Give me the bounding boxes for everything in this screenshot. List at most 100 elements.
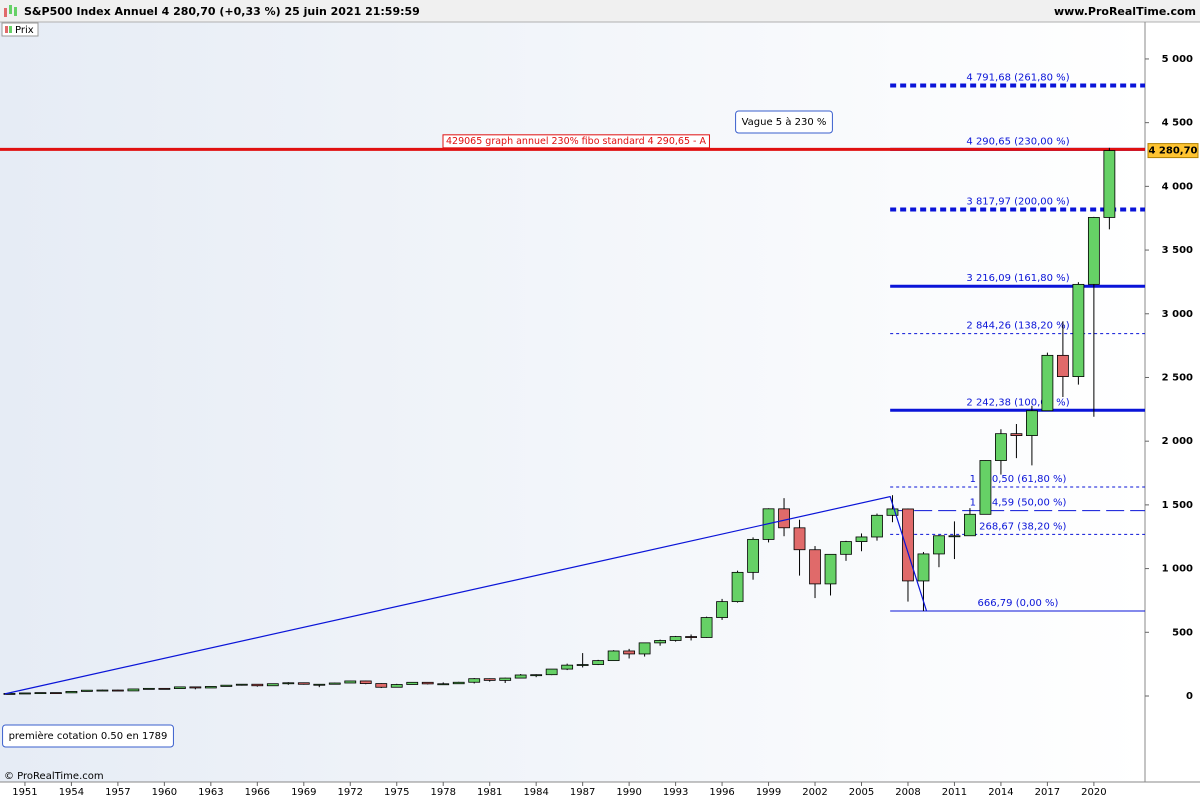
candle-body (50, 692, 62, 695)
y-tick-label: 0 (1186, 691, 1193, 702)
header-bar (0, 0, 1200, 22)
fib-label: 3 817,97 (200,00 %) (966, 197, 1069, 208)
x-tick-label: 2008 (895, 787, 920, 798)
chart-title: S&P500 Index Annuel 4 280,70 (+0,33 %) 2… (24, 5, 420, 18)
y-tick-label: 5 000 (1162, 54, 1193, 65)
x-tick-label: 2002 (802, 787, 827, 798)
x-tick-label: 1954 (59, 787, 84, 798)
candle-body (731, 571, 744, 603)
candle-body (1103, 150, 1116, 218)
candle-body (127, 688, 140, 692)
candle-body (220, 684, 233, 687)
candle-body (142, 687, 155, 690)
candle-body (545, 668, 558, 676)
candle-body (390, 684, 403, 688)
candle-body (778, 508, 790, 529)
candle-body (995, 433, 1007, 461)
x-tick-label: 1993 (663, 787, 688, 798)
candle-body (1026, 410, 1038, 436)
candle-body (189, 686, 202, 689)
y-tick-label: 4 500 (1162, 118, 1193, 129)
source: www.ProRealTime.com (1054, 5, 1196, 18)
candle-body (158, 687, 171, 690)
candle-body (607, 650, 620, 662)
fib-label: 4 290,65 (230,00 %) (966, 136, 1069, 147)
x-tick-label: 1978 (430, 787, 455, 798)
candle-body (530, 674, 543, 677)
candle-body (421, 681, 434, 685)
red-level-label: 429065 graph annuel 230% fibo standard 4… (446, 136, 706, 147)
candle-body (685, 636, 697, 638)
candle-body (871, 514, 883, 538)
candle-body (1056, 354, 1069, 378)
candle-body (235, 683, 248, 686)
candle-body (514, 674, 527, 679)
candle-body (313, 683, 326, 686)
y-tick-label: 1 500 (1162, 500, 1193, 511)
y-tick-label: 3 500 (1162, 245, 1193, 256)
fib-label: 4 791,68 (261,80 %) (966, 72, 1069, 83)
annotation: première cotation 0.50 en 1789 (9, 730, 168, 742)
x-tick-label: 1951 (12, 787, 37, 798)
legend-icon (9, 26, 12, 33)
candle-body (81, 689, 93, 692)
fib-label: 1 640,50 (61,80 %) (970, 474, 1067, 485)
candle-body (855, 536, 868, 542)
legend-icon (5, 26, 8, 33)
candle-body (700, 617, 713, 638)
candle-body (344, 680, 357, 684)
candle-body (716, 601, 728, 618)
y-tick-label: 4 000 (1162, 181, 1193, 192)
candle-body (1041, 354, 1054, 412)
fib-label: 666,79 (0,00 %) (978, 598, 1059, 609)
candle-body (623, 650, 636, 655)
candle-body (824, 553, 837, 585)
last-price-tag (1147, 143, 1199, 159)
x-tick-label: 2017 (1035, 787, 1060, 798)
candle-body (561, 664, 574, 670)
overlay-layer: 429065 graph annuel 230% fibo standard 4… (2, 110, 928, 748)
copyright: © ProRealTime.com (4, 771, 104, 782)
candle-body (886, 508, 899, 516)
candle-body (328, 682, 341, 685)
candle-body (933, 535, 945, 555)
y-tick-label: 1 000 (1162, 564, 1193, 575)
x-tick-label: 1996 (709, 787, 734, 798)
candle-body (266, 683, 279, 687)
x-tick-label: 1963 (198, 787, 223, 798)
candle-body (359, 680, 372, 684)
candle-body (468, 678, 481, 683)
y-tick-label: 500 (1172, 627, 1193, 638)
candle-body (111, 689, 124, 692)
trend-line (4, 495, 928, 695)
candle-body (840, 541, 852, 555)
candle-body (1087, 217, 1100, 285)
x-tick-label: 1966 (245, 787, 270, 798)
x-tick-label: 1987 (570, 787, 595, 798)
last-price-label: 4 280,70 (1148, 146, 1197, 157)
x-tick-label: 2014 (988, 787, 1013, 798)
candle-body (282, 682, 295, 685)
candle-body (669, 636, 682, 641)
fib-label: 2 844,26 (138,20 %) (966, 321, 1069, 332)
candle-body (19, 692, 31, 695)
x-tick-label: 2020 (1081, 787, 1106, 798)
y-tick-label: 2 500 (1162, 372, 1193, 383)
candle-body (964, 513, 976, 537)
candle-body (297, 682, 310, 685)
fib-label: 3 216,09 (161,80 %) (966, 273, 1069, 284)
candle-body (483, 678, 496, 681)
candle-body (576, 664, 589, 666)
x-tick-label: 1969 (291, 787, 316, 798)
candle-body (34, 692, 47, 695)
x-tick-label: 1975 (384, 787, 409, 798)
y-tick-label: 3 000 (1162, 309, 1193, 320)
candle-body (437, 683, 450, 686)
annotation-box (735, 110, 833, 134)
candle-body (592, 660, 605, 665)
candle-body (251, 683, 264, 687)
x-tick-label: 1957 (105, 787, 130, 798)
fib-label: 1 454,59 (50,00 %) (970, 498, 1067, 509)
x-tick-label: 2005 (849, 787, 874, 798)
